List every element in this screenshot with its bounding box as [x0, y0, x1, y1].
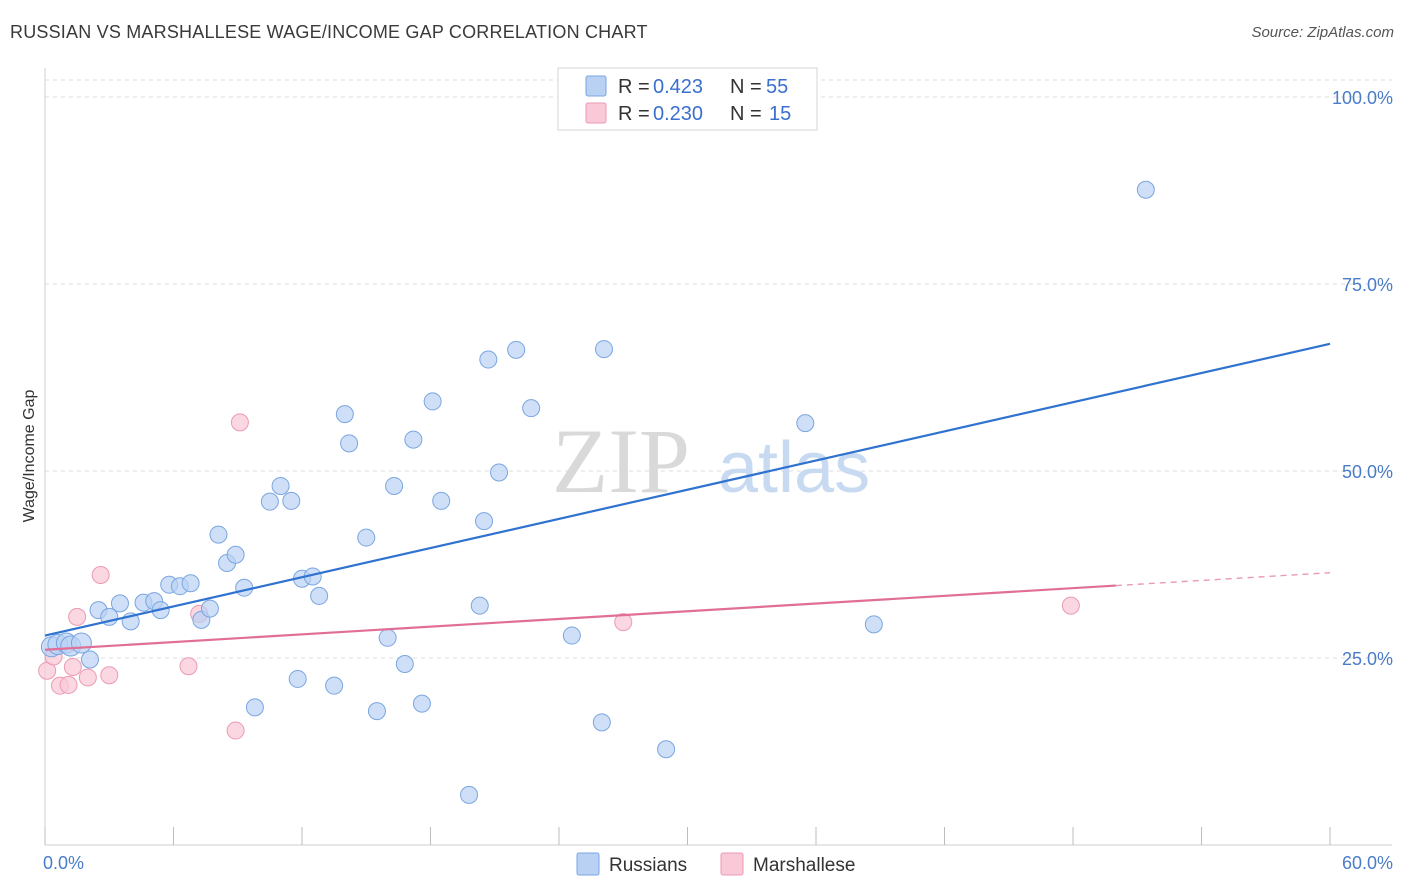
- marshallese-point-11: [226, 721, 245, 740]
- russian-point-31: [335, 405, 354, 424]
- russian-point-55: [1136, 180, 1155, 199]
- legend-n-label-marshallese: N =: [730, 103, 762, 125]
- trend-lines: [44, 342, 1331, 651]
- watermark: ZIP atlas: [552, 410, 870, 512]
- russian-point-22: [245, 698, 264, 717]
- russian-point-36: [385, 476, 404, 495]
- russian-point-43: [470, 596, 489, 615]
- russian-point-5: [80, 650, 99, 669]
- russian-point-54: [864, 615, 883, 634]
- russian-point-47: [507, 340, 526, 359]
- marshallese-point-12: [230, 413, 249, 432]
- russian-point-30: [325, 676, 344, 695]
- russian-point-44: [475, 512, 494, 531]
- russian-point-18: [209, 525, 228, 544]
- marshallese-point-14: [1061, 596, 1080, 615]
- russian-point-20: [226, 545, 245, 564]
- y-axis-label: Wage/Income Gap: [21, 390, 38, 523]
- legend-n-value-marshallese: 15: [769, 103, 791, 125]
- series-legend-swatch-russians: [576, 852, 600, 876]
- x-tick-label-min: 0.0%: [43, 853, 84, 873]
- y-tick-labels: 25.0% 50.0% 75.0% 100.0%: [1332, 88, 1393, 669]
- russian-point-25: [282, 491, 301, 510]
- russian-point-50: [592, 713, 611, 732]
- legend-swatch-marshallese: [585, 102, 607, 124]
- russian-point-49: [562, 626, 581, 645]
- marshallese-point-4: [63, 657, 82, 676]
- russian-point-45: [479, 350, 498, 369]
- russian-point-40: [423, 392, 442, 411]
- russian-point-39: [412, 694, 431, 713]
- russian-point-17: [200, 599, 219, 618]
- y-tick-label-50: 50.0%: [1342, 462, 1393, 482]
- legend-r-value-marshallese: 0.230: [653, 103, 703, 125]
- russian-point-48: [522, 399, 541, 418]
- legend-r-label-marshallese: R =: [618, 103, 650, 125]
- russian-point-41: [432, 491, 451, 510]
- russian-point-32: [340, 434, 359, 453]
- x-tick-label-max: 60.0%: [1342, 853, 1393, 873]
- marshallese-trend-line: [44, 584, 1116, 651]
- marshallese-point-6: [78, 668, 97, 687]
- chart-title: RUSSIAN VS MARSHALLESE WAGE/INCOME GAP C…: [10, 22, 648, 42]
- russian-point-46: [490, 463, 509, 482]
- russian-point-15: [181, 574, 200, 593]
- marshallese-point-7: [91, 565, 110, 584]
- russian-point-34: [367, 702, 386, 721]
- russian-trend-line: [44, 342, 1331, 637]
- marshallese-point-5: [68, 607, 87, 626]
- russian-point-51: [594, 340, 613, 359]
- marshallese-point-8: [100, 666, 119, 685]
- russian-point-35: [378, 628, 397, 647]
- russian-point-38: [404, 430, 423, 449]
- series-legend-label-russians: Russians: [609, 855, 687, 876]
- marshallese-point-3: [59, 675, 78, 694]
- axes: [44, 68, 1392, 846]
- russian-point-26: [288, 669, 307, 688]
- marshallese-point-13: [614, 613, 633, 632]
- legend-r-label-russians: R =: [618, 76, 650, 98]
- series-legend: Russians Marshallese: [576, 852, 855, 876]
- russian-point-53: [796, 414, 815, 433]
- russian-point-21: [235, 578, 254, 597]
- russian-point-4: [70, 632, 92, 654]
- russian-points: [40, 180, 1155, 804]
- legend-r-value-russians: 0.423: [653, 76, 703, 98]
- chart-source: Source: ZipAtlas.com: [1251, 24, 1394, 41]
- series-legend-label-marshallese: Marshallese: [753, 855, 855, 876]
- y-tick-label-25: 25.0%: [1342, 649, 1393, 669]
- russian-point-42: [460, 785, 479, 804]
- grid-lines: [45, 79, 1392, 659]
- russian-point-8: [110, 594, 129, 613]
- russian-point-24: [271, 476, 290, 495]
- russian-point-33: [357, 528, 376, 547]
- legend-n-label-russians: N =: [730, 76, 762, 98]
- marshallese-trend-extension: [1115, 572, 1331, 587]
- russian-point-29: [310, 586, 329, 605]
- correlation-legend: R = 0.423 N = 55 R = 0.230 N = 15: [557, 67, 818, 131]
- legend-n-value-russians: 55: [766, 76, 788, 98]
- russian-point-37: [395, 654, 414, 673]
- watermark-zip: ZIP: [552, 410, 690, 512]
- series-legend-swatch-marshallese: [720, 852, 744, 876]
- legend-swatch-russians: [585, 75, 607, 97]
- y-tick-label-75: 75.0%: [1342, 275, 1393, 295]
- y-tick-label-100: 100.0%: [1332, 88, 1393, 108]
- marshallese-point-9: [179, 657, 198, 676]
- russian-point-23: [260, 492, 279, 511]
- watermark-atlas: atlas: [718, 428, 870, 508]
- russian-point-52: [657, 740, 676, 759]
